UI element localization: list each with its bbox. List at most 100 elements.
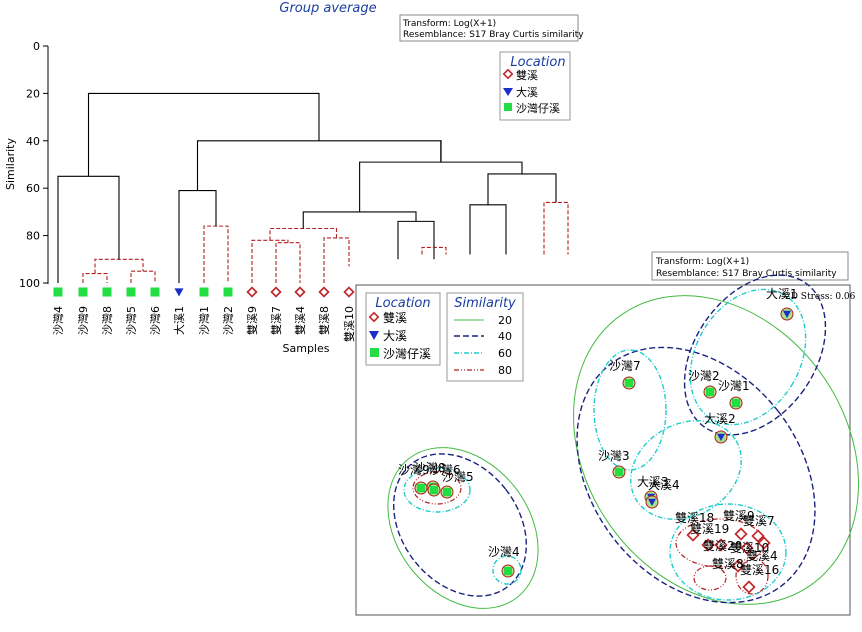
leaf-marker <box>199 287 209 297</box>
mds-point-label: 雙溪16 <box>740 563 779 577</box>
leaf-marker <box>126 287 136 297</box>
mds-point-label: 大溪4 <box>648 478 680 492</box>
mds-legend-shuangxi: 雙溪 <box>383 311 407 325</box>
branch-s4-cluster <box>57 175 120 283</box>
mds-point-label: 大溪1 <box>766 287 798 301</box>
mds-similarity-legend-title: Similarity <box>454 296 516 311</box>
contour-40-left <box>393 453 527 597</box>
mds-point-label: 雙溪10 <box>730 541 769 555</box>
mds-point-label: 大溪2 <box>704 412 736 426</box>
leaf-marker <box>343 286 355 298</box>
leaf-marker <box>223 287 233 297</box>
leaf-label: 雙溪4 <box>294 306 307 335</box>
mds-point-label: 雙溪9 <box>723 509 755 523</box>
mds-point-marker <box>706 388 714 396</box>
contour-60-left-top <box>403 467 471 513</box>
branch-x8-x10 <box>323 237 350 283</box>
mds-transform-line: Transform: Log(X+1) <box>655 257 749 267</box>
leaf-marker <box>150 287 160 297</box>
leaf-marker <box>174 288 184 297</box>
mds-point-label: 雙溪8 <box>712 557 744 571</box>
leaf-marker <box>270 286 282 298</box>
mds-point-marker <box>742 580 756 594</box>
contour-40-right <box>576 346 816 604</box>
contour-60-bottom <box>669 503 787 601</box>
mds-similarity-legend: Similarity 20 40 60 80 <box>446 292 524 382</box>
mds-point-marker <box>701 538 715 552</box>
mds-panel: Transform: Log(X+1) Resemblance: S17 Bra… <box>355 251 859 616</box>
branch-hidden-b <box>421 246 447 255</box>
mds-point-marker <box>443 488 451 496</box>
mds-sim-60: 60 <box>498 347 512 360</box>
leaf-marker <box>102 287 112 297</box>
dendrogram-y-ticks: 0 20 40 60 80 100 <box>19 40 48 290</box>
mds-point-label: 沙灣7 <box>609 359 641 373</box>
dendrogram-transform-line: Transform: Log(X+1) <box>402 19 496 29</box>
mds-point-marker <box>734 527 748 541</box>
leaf-label: 沙灣4 <box>52 306 65 335</box>
mds-point-label: 沙灣1 <box>718 379 750 393</box>
mds-legend-shawanzai-marker <box>370 348 379 357</box>
y-tick-label: 100 <box>19 277 40 290</box>
mds-point-label: 沙灣6 <box>429 463 461 477</box>
mds-stress-label: 2D Stress: 0.06 <box>785 292 856 302</box>
mds-sim-80: 80 <box>498 364 512 377</box>
mds-point-label: 雙溪18 <box>675 511 714 525</box>
mds-point-marker <box>430 486 438 494</box>
contour-80-bottom-b <box>735 557 769 595</box>
mds-location-legend-title: Location <box>375 296 430 311</box>
leaf-marker <box>294 286 306 298</box>
branch-hidden-e <box>487 173 557 205</box>
leaf-label: 沙灣1 <box>198 306 211 335</box>
mds-point-label: 雙溪19 <box>690 522 729 536</box>
contour-80-bottom-c <box>693 565 727 591</box>
contour-60-top <box>689 288 807 426</box>
contour-80-left-top <box>412 471 462 505</box>
mds-point-marker <box>740 541 754 555</box>
mds-point-marker <box>717 433 725 441</box>
mds-legend-shawanzai: 沙灣仔溪 <box>383 347 431 361</box>
mds-point-marker <box>757 536 771 550</box>
mds-point-label: 沙灣4 <box>488 545 520 559</box>
branch-s1-s2 <box>203 225 229 283</box>
y-tick-label: 80 <box>26 230 40 243</box>
leaf-label: 沙灣6 <box>149 306 162 335</box>
dendrogram-panel: Group average Transform: Log(X+1) Resemb… <box>4 1 584 355</box>
dendrogram-leaves: 沙灣4 沙灣9 沙灣8 沙灣5 沙灣6 大溪1 沙灣1 沙灣2 雙溪9 雙溪7 雙溪4 雙溪8 雙溪10 <box>52 286 356 342</box>
mds-point-marker <box>732 399 740 407</box>
leaf-marker <box>53 287 63 297</box>
branch-hidden-c <box>469 204 507 255</box>
branch-s5-s6 <box>130 270 156 283</box>
dendrogram-legend-daxi: 大溪 <box>516 85 538 99</box>
mds-point-label: 沙灣2 <box>688 369 720 383</box>
mds-point-marker <box>751 529 765 543</box>
leaf-label: 雙溪9 <box>246 306 259 335</box>
branch-x9-x8 <box>269 227 338 241</box>
legend-shawanzai-marker <box>504 103 512 111</box>
leaf-marker <box>78 287 88 297</box>
mds-point-label: 大溪3 <box>637 475 669 489</box>
dendrogram-title: Group average <box>279 1 376 16</box>
leaf-marker <box>318 286 330 298</box>
mds-point-marker <box>731 559 745 573</box>
y-tick-label: 40 <box>26 135 40 148</box>
dendrogram-transform-box: Transform: Log(X+1) Resemblance: S17 Bra… <box>399 14 584 42</box>
mds-point-label: 雙溪20 <box>703 539 742 553</box>
mds-point-marker <box>714 538 728 552</box>
y-tick-label: 0 <box>33 40 40 53</box>
contour-60-left <box>593 349 667 471</box>
mds-point-marker <box>648 498 656 506</box>
contour-60-left-bottom <box>492 555 522 585</box>
mds-location-legend: Location 雙溪 大溪 沙灣仔溪 <box>365 292 441 366</box>
mds-legend-daxi: 大溪 <box>383 329 407 343</box>
contour-20-left <box>387 447 539 609</box>
legend-daxi-marker <box>503 88 513 96</box>
mds-similarity-contours <box>387 274 859 609</box>
branch-s9-s8 <box>82 272 108 283</box>
leaf-marker <box>246 286 258 298</box>
mds-sim-20: 20 <box>498 314 512 327</box>
mds-point-marker <box>417 484 425 492</box>
dendrogram-legend-shuangxi: 雙溪 <box>516 69 538 82</box>
